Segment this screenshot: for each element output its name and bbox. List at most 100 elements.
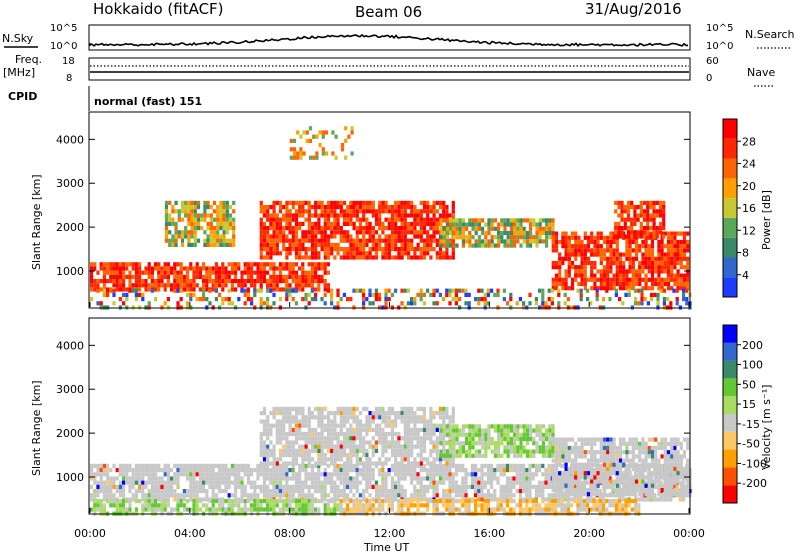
heatmap-cell bbox=[118, 283, 122, 288]
heatmap-cell bbox=[349, 406, 353, 411]
heatmap-cell bbox=[365, 423, 369, 428]
heatmap-cell bbox=[122, 287, 126, 292]
heatmap-cell bbox=[346, 247, 350, 252]
heatmap-cell bbox=[625, 252, 629, 257]
heatmap-cell bbox=[615, 281, 619, 287]
heatmap-cell bbox=[403, 472, 407, 477]
heatmap-cell bbox=[596, 244, 600, 249]
heatmap-cell bbox=[596, 458, 600, 463]
heatmap-cell bbox=[282, 287, 286, 292]
heatmap-cell bbox=[653, 497, 657, 502]
heatmap-cell bbox=[291, 463, 295, 468]
heatmap-cell bbox=[310, 436, 315, 441]
heatmap-cell bbox=[525, 453, 529, 458]
heatmap-cell bbox=[173, 266, 177, 271]
heatmap-cell bbox=[198, 484, 202, 489]
heatmap-cell bbox=[288, 448, 292, 453]
heatmap-cell bbox=[330, 221, 334, 226]
heatmap-cell bbox=[138, 480, 142, 485]
heatmap-cell bbox=[461, 218, 465, 223]
heatmap-cell bbox=[147, 270, 151, 275]
heatmap-cell bbox=[374, 292, 378, 297]
heatmap-cell bbox=[538, 428, 542, 433]
heatmap-cell bbox=[285, 406, 289, 411]
heatmap-cell bbox=[445, 424, 449, 429]
heatmap-cell bbox=[663, 244, 667, 249]
heatmap-cell bbox=[435, 238, 439, 243]
heatmap-cell bbox=[173, 497, 177, 502]
heatmap-cell bbox=[406, 432, 411, 437]
heatmap-cell bbox=[384, 217, 388, 222]
heatmap-cell bbox=[365, 453, 369, 458]
heatmap-cell bbox=[497, 449, 501, 454]
heatmap-cell bbox=[551, 260, 555, 266]
heatmap-cell bbox=[617, 221, 621, 226]
heatmap-cell bbox=[362, 234, 366, 239]
heatmap-cell bbox=[442, 200, 446, 205]
heatmap-cell bbox=[179, 472, 183, 477]
heatmap-cell bbox=[558, 256, 562, 261]
heatmap-cell bbox=[278, 448, 283, 453]
heatmap-cell bbox=[323, 476, 327, 481]
heatmap-cell bbox=[586, 458, 591, 463]
heatmap-cell bbox=[502, 472, 506, 477]
heatmap-cell bbox=[615, 277, 619, 282]
heatmap-cell bbox=[563, 497, 567, 502]
heatmap-cell bbox=[253, 283, 257, 288]
heatmap-cell bbox=[634, 297, 638, 302]
heatmap-cell bbox=[269, 423, 273, 428]
heatmap-cell bbox=[355, 448, 359, 453]
heatmap-cell bbox=[330, 480, 334, 485]
heatmap-cell bbox=[528, 463, 532, 468]
heatmap-cell bbox=[522, 449, 526, 454]
heatmap-cell bbox=[317, 432, 321, 437]
heatmap-cell bbox=[202, 279, 206, 284]
heatmap-cell bbox=[410, 301, 414, 306]
heatmap-cell bbox=[346, 440, 350, 445]
heatmap-cell bbox=[301, 230, 305, 235]
heatmap-cell bbox=[224, 468, 228, 473]
heatmap-cell bbox=[275, 234, 279, 239]
heatmap-cell bbox=[554, 260, 559, 266]
heatmap-cell bbox=[176, 476, 180, 481]
heatmap-cell bbox=[262, 301, 266, 306]
heatmap-cell bbox=[298, 226, 302, 231]
heatmap-cell bbox=[378, 423, 382, 428]
heatmap-cell bbox=[266, 251, 270, 256]
heatmap-cell bbox=[461, 428, 465, 433]
heatmap-cell bbox=[663, 252, 667, 257]
heatmap-cell bbox=[342, 484, 346, 489]
heatmap-cell bbox=[227, 493, 231, 498]
nsky-label: N.Sky bbox=[2, 32, 34, 45]
heatmap-cell bbox=[246, 480, 250, 485]
heatmap-cell bbox=[282, 217, 286, 222]
heatmap-cell bbox=[96, 288, 100, 293]
heatmap-cell bbox=[317, 472, 321, 477]
heatmap-cell bbox=[480, 468, 484, 473]
heatmap-cell bbox=[614, 288, 618, 293]
heatmap-cell bbox=[577, 437, 581, 442]
heatmap-cell bbox=[474, 463, 478, 468]
heatmap-cell bbox=[301, 297, 305, 302]
heatmap-cell bbox=[171, 217, 175, 222]
heatmap-cell bbox=[442, 235, 446, 240]
heatmap-cell bbox=[222, 217, 226, 222]
heatmap-cell bbox=[294, 461, 299, 466]
heatmap-cell bbox=[609, 239, 613, 245]
heatmap-cell bbox=[304, 270, 308, 275]
heatmap-cell bbox=[500, 239, 504, 244]
heatmap-cell bbox=[586, 235, 591, 240]
heatmap-cell bbox=[349, 440, 353, 445]
heatmap-cell bbox=[554, 487, 559, 493]
heatmap-cell bbox=[384, 440, 388, 445]
heatmap-cell bbox=[112, 463, 116, 468]
heatmap-cell bbox=[650, 244, 655, 249]
heatmap-cell bbox=[230, 262, 234, 267]
heatmap-cell bbox=[272, 489, 276, 494]
heatmap-cell bbox=[352, 288, 356, 293]
heatmap-cell bbox=[368, 476, 372, 481]
heatmap-cell bbox=[403, 209, 407, 214]
heatmap-cell bbox=[275, 287, 279, 292]
heatmap-cell bbox=[340, 147, 345, 152]
